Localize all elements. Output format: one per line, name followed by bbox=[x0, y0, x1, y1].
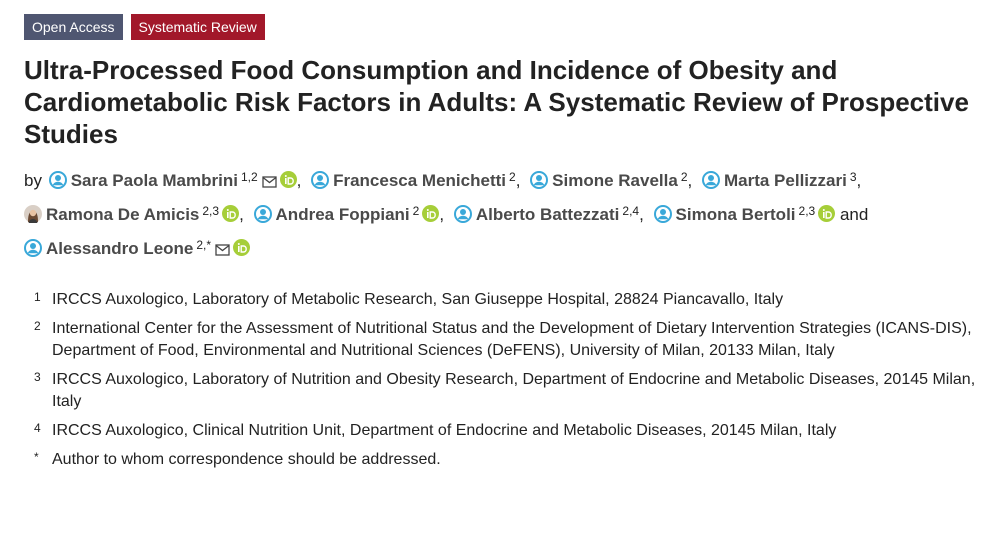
user-circle-icon bbox=[24, 239, 42, 257]
affiliation-number: 1 bbox=[34, 290, 41, 304]
author-affiliation: 1,2 bbox=[240, 170, 258, 184]
author-name[interactable]: Alberto Battezzati bbox=[475, 205, 620, 224]
affiliation-number: 4 bbox=[34, 421, 41, 435]
author-entry: Sara Paola Mambrini 1,2, bbox=[48, 170, 311, 190]
affiliation-text: IRCCS Auxologico, Clinical Nutrition Uni… bbox=[52, 422, 837, 439]
article-type-tag[interactable]: Systematic Review bbox=[130, 14, 265, 40]
author-affiliation: 2 bbox=[509, 170, 516, 184]
affiliation-text: International Center for the Assessment … bbox=[52, 320, 972, 359]
byline-prefix: by bbox=[24, 171, 42, 190]
author-entry: Andrea Foppiani 2, bbox=[253, 204, 454, 224]
author-affiliation: 2,4 bbox=[622, 204, 640, 218]
affiliation-item: 4 IRCCS Auxologico, Clinical Nutrition U… bbox=[24, 420, 1000, 442]
orcid-icon[interactable] bbox=[818, 203, 836, 231]
author-affiliation: 2 bbox=[412, 204, 420, 218]
author-separator: , bbox=[515, 171, 521, 190]
envelope-icon[interactable] bbox=[215, 237, 230, 265]
article-tags: Open Access Systematic Review bbox=[24, 14, 1000, 40]
orcid-icon[interactable] bbox=[279, 169, 297, 197]
author-name[interactable]: Alessandro Leone bbox=[46, 239, 194, 258]
affiliation-text: Author to whom correspondence should be … bbox=[52, 451, 441, 468]
author-entry: Ramona De Amicis 2,3, bbox=[24, 204, 254, 224]
author-separator: , bbox=[856, 171, 862, 190]
author-separator: , bbox=[239, 205, 244, 224]
user-circle-icon bbox=[253, 205, 272, 223]
affiliation-text: IRCCS Auxologico, Laboratory of Metaboli… bbox=[52, 291, 784, 308]
author-separator: , bbox=[439, 205, 445, 224]
author-entry: Marta Pellizzari 3, bbox=[701, 170, 866, 190]
author-name[interactable]: Marta Pellizzari bbox=[723, 171, 847, 190]
envelope-icon[interactable] bbox=[261, 169, 277, 197]
affiliation-item: 3 IRCCS Auxologico, Laboratory of Nutrit… bbox=[24, 369, 1000, 413]
avatar bbox=[24, 205, 42, 223]
author-entry: Alessandro Leone 2,* bbox=[24, 238, 251, 258]
author-affiliation: 2,3 bbox=[202, 204, 220, 218]
author-separator: , bbox=[296, 171, 302, 190]
user-circle-icon bbox=[653, 205, 672, 223]
affiliation-item: 1 IRCCS Auxologico, Laboratory of Metabo… bbox=[24, 289, 1000, 311]
author-list: by Sara Paola Mambrini 1,2, Francesca Men… bbox=[24, 163, 984, 265]
user-circle-icon bbox=[530, 171, 549, 189]
user-circle-icon bbox=[48, 171, 67, 189]
author-affiliation: 2,* bbox=[196, 238, 212, 252]
orcid-icon[interactable] bbox=[422, 203, 440, 231]
article-header: Open Access Systematic Review Ultra-Proc… bbox=[24, 14, 1000, 471]
author-name[interactable]: Ramona De Amicis bbox=[46, 205, 200, 224]
user-circle-icon bbox=[453, 205, 472, 223]
orcid-icon[interactable] bbox=[233, 237, 251, 265]
author-separator: , bbox=[639, 205, 644, 224]
author-name[interactable]: Andrea Foppiani bbox=[275, 205, 410, 224]
user-circle-icon bbox=[311, 171, 330, 189]
orcid-icon[interactable] bbox=[222, 203, 240, 231]
author-entry: Francesca Menichetti 2, bbox=[311, 170, 530, 190]
affiliation-list: 1 IRCCS Auxologico, Laboratory of Metabo… bbox=[24, 289, 1000, 471]
affiliation-number: 3 bbox=[34, 370, 41, 384]
author-separator: and bbox=[839, 205, 869, 224]
author-affiliation: 2,3 bbox=[798, 204, 816, 218]
author-separator: , bbox=[687, 171, 693, 190]
user-circle-icon bbox=[701, 171, 720, 189]
author-name[interactable]: Sara Paola Mambrini bbox=[70, 171, 238, 190]
author-affiliation: 3 bbox=[849, 170, 857, 184]
author-affiliation: 2 bbox=[680, 170, 688, 184]
affiliation-number: 2 bbox=[34, 319, 41, 333]
open-access-tag[interactable]: Open Access bbox=[24, 14, 123, 40]
affiliation-number: * bbox=[34, 450, 39, 464]
affiliation-item: 2 International Center for the Assessmen… bbox=[24, 318, 1000, 362]
author-entry: Alberto Battezzati 2,4, bbox=[453, 204, 654, 224]
author-name[interactable]: Simona Bertoli bbox=[675, 205, 796, 224]
author-entry: Simona Bertoli 2,3 and bbox=[653, 204, 874, 224]
article-title: Ultra-Processed Food Consumption and Inc… bbox=[24, 55, 969, 149]
author-entry: Simone Ravella 2, bbox=[530, 170, 702, 190]
author-name[interactable]: Francesca Menichetti bbox=[333, 171, 506, 190]
affiliation-text: IRCCS Auxologico, Laboratory of Nutritio… bbox=[52, 371, 976, 410]
affiliation-item: * Author to whom correspondence should b… bbox=[24, 449, 1000, 471]
author-name[interactable]: Simone Ravella bbox=[552, 171, 678, 190]
